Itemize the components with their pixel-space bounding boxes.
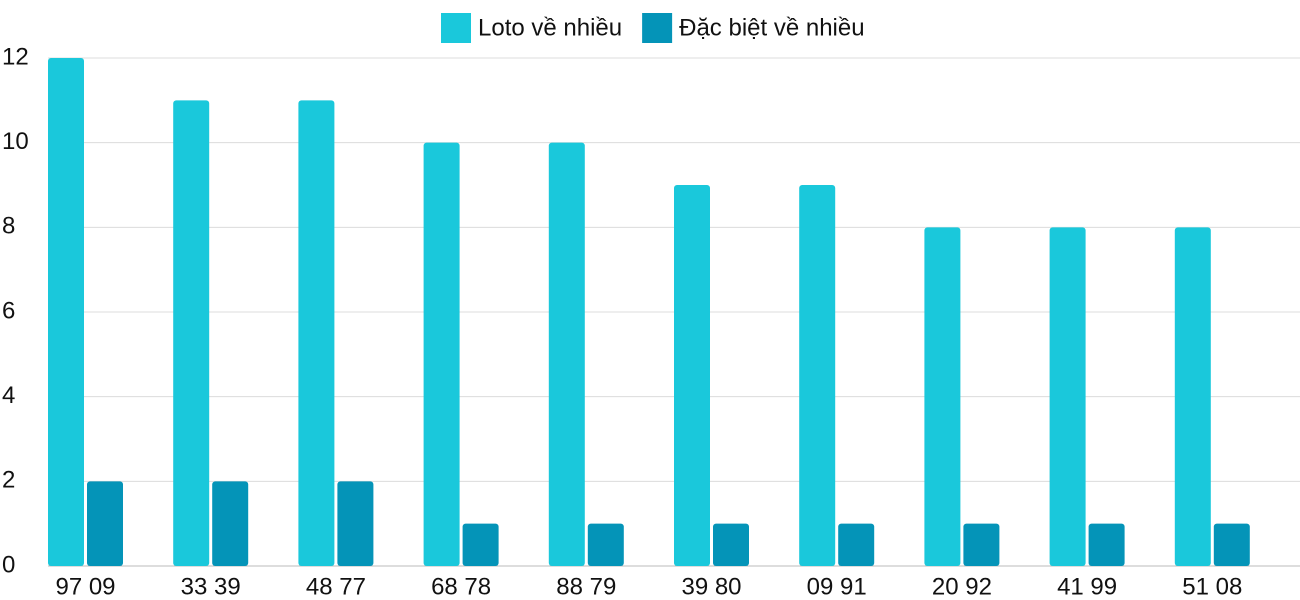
y-tick-label: 12 — [2, 43, 29, 70]
legend-swatch — [441, 13, 471, 43]
y-tick-label: 10 — [2, 128, 29, 155]
x-tick-label: 97 09 — [55, 573, 115, 600]
bar — [87, 481, 123, 566]
x-tick-label: 68 78 — [431, 573, 491, 600]
y-tick-label: 6 — [2, 297, 15, 324]
bar — [212, 481, 249, 566]
x-tick-label: 33 39 — [181, 573, 241, 600]
bar — [1088, 523, 1125, 566]
bar — [924, 227, 961, 567]
x-tick-label: 09 91 — [807, 573, 867, 600]
bar — [173, 100, 210, 566]
bar — [548, 142, 585, 566]
x-tick-label: 39 80 — [681, 573, 741, 600]
bar — [674, 185, 710, 566]
bar — [48, 58, 84, 566]
y-tick-label: 2 — [2, 467, 15, 494]
bar — [713, 523, 749, 566]
bar — [1174, 227, 1211, 567]
bar — [963, 523, 1000, 566]
bar — [423, 142, 460, 566]
bar — [462, 523, 499, 566]
bar — [337, 481, 374, 566]
x-tick-label: 51 08 — [1182, 573, 1242, 600]
bar — [1213, 523, 1250, 566]
x-tick-label: 48 77 — [306, 573, 366, 600]
y-tick-label: 8 — [2, 213, 15, 240]
bar — [838, 523, 875, 566]
legend-swatch — [642, 13, 673, 43]
x-tick-label: 20 92 — [932, 573, 992, 600]
legend-label: Loto về nhiều — [478, 14, 622, 41]
y-tick-label: 4 — [2, 382, 15, 409]
x-tick-label: 88 79 — [556, 573, 616, 600]
bar — [799, 185, 836, 566]
x-tick-label: 41 99 — [1057, 573, 1117, 600]
bar — [1049, 227, 1086, 567]
bar — [298, 100, 335, 566]
bar — [587, 523, 624, 566]
legend-label: Đặc biệt về nhiều — [679, 14, 864, 41]
y-tick-label: 0 — [2, 551, 15, 578]
